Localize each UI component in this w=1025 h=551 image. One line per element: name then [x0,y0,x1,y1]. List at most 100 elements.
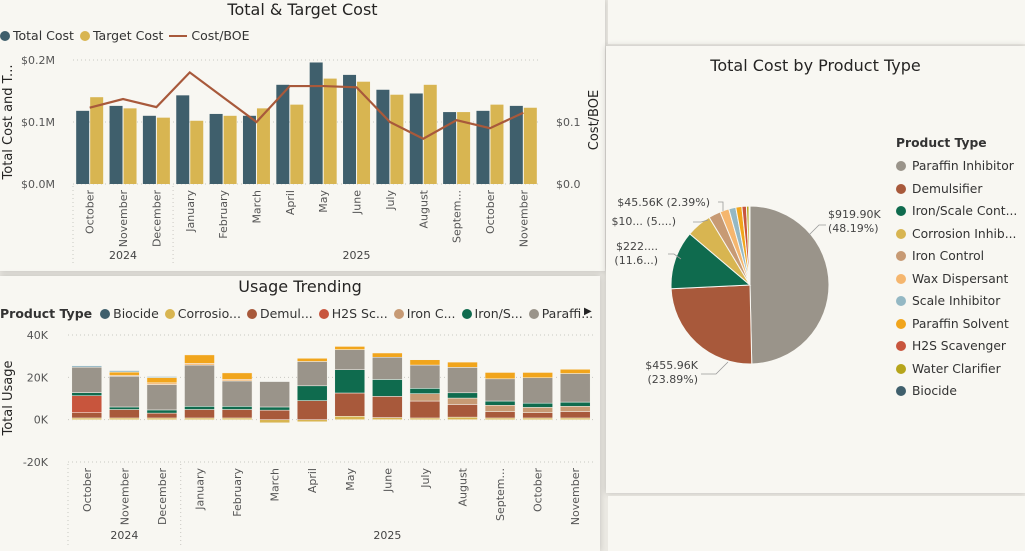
usage-bar-segment [221,409,253,419]
y-tick: 0K [34,414,49,427]
usage-bar-segment [484,405,516,412]
cost-legend-item[interactable]: Total Cost [0,28,74,43]
usage-bar-segment [559,411,591,419]
year-label: 2025 [343,249,371,262]
legend-label: Target Cost [92,28,164,43]
usage-bar-segment [484,411,516,419]
usage-bar-segment [296,385,328,401]
legend-dot-icon [896,363,906,374]
cost-legend-item[interactable]: Cost/BOE [169,28,250,43]
usage-bar-segment [334,416,366,420]
pie-legend-title: Product Type [896,136,987,150]
target-cost-bar [390,94,404,184]
x-tick-label: April [284,190,297,215]
pie-legend-item[interactable]: Biocide [896,380,1017,403]
usage-bar-segment [484,372,516,380]
target-cost-bar [523,107,537,184]
usage-bar-segment [447,367,478,394]
usage-legend-item[interactable]: Demul... [246,306,313,321]
pie-legend-item[interactable]: Iron Control [896,245,1017,268]
y-left-axis-title: Total Cost and T... [1,65,16,181]
usage-bar-segment [146,382,178,385]
legend-label: Iron/S... [474,306,523,321]
usage-bar-segment [109,409,140,419]
x-tick-label: February [231,468,244,517]
pie-legend-item[interactable]: Paraffin Inhibitor [896,155,1017,178]
usage-bar-segment [372,356,403,380]
pie-slice [670,284,753,365]
pie-legend-item[interactable]: Wax Dispersant [896,268,1017,291]
total-cost-bar [376,89,390,184]
x-tick-label: October [81,468,94,512]
x-tick-label: January [194,468,207,511]
x-tick-label: Septem... [494,468,507,521]
leader-line [808,224,826,236]
usage-bar-segment [296,419,328,423]
usage-bar-segment [447,404,478,418]
usage-bar-segment [146,384,178,411]
y-right-tick: $0.1 [556,116,581,129]
cost-per-boe-line [89,70,524,140]
usage-legend-item[interactable]: Iron C... [393,306,456,321]
target-cost-bar [90,97,104,184]
x-tick-label: May [344,468,357,491]
usage-bar-segment [409,400,441,419]
usage-legend-item[interactable]: Biocide [100,306,159,321]
legend-label: Corrosio... [177,306,241,321]
usage-bar-segment [559,401,591,407]
pie-legend-item[interactable]: Paraffin Solvent [896,313,1017,336]
x-tick-label: October [484,190,497,234]
usage-legend-item[interactable]: H2S Sc... [318,306,388,321]
legend-scroll-arrow[interactable]: ▶ [584,306,592,317]
total-cost-bar [509,105,523,184]
pie-legend-item[interactable]: Iron/Scale Cont... [896,200,1017,223]
usage-bar-segment [71,395,103,413]
x-tick-label: March [250,190,263,224]
total-cost-bar [76,110,90,184]
usage-bar-segment [559,369,591,374]
legend-dot-icon [896,251,906,262]
usage-bar-segment [447,397,478,405]
usage-bar-segment [334,369,366,394]
pie-legend-item[interactable]: Demulsifier [896,178,1017,201]
usage-legend-item[interactable]: Iron/S... [461,306,523,321]
x-tick-label: October [84,190,97,234]
usage-bar-segment [372,417,403,420]
legend-dot-icon [896,183,906,194]
legend-dot-icon [100,308,111,319]
x-tick-label: November [569,468,582,526]
legend-label: Iron C... [406,306,456,321]
x-tick-label: July [384,190,397,211]
x-tick-label: October [532,468,545,512]
usage-bar-segment [259,419,290,424]
pie-legend-item[interactable]: Water Clarifier [896,358,1017,381]
legend-dot-icon [896,341,906,352]
target-cost-bar [123,108,137,184]
legend-label: Scale Inhibitor [912,294,1001,309]
leader-line [668,253,682,260]
pie-legend-item[interactable]: H2S Scavenger [896,335,1017,358]
usage-bar-segment [109,370,140,373]
x-tick-label: December [156,468,169,526]
cost-legend-item[interactable]: Target Cost [79,28,164,43]
pie-data-label: $10... (5....) [611,215,676,228]
usage-legend-item[interactable]: Paraffi... [528,306,593,321]
usage-bar-segment [296,358,328,362]
usage-bar-segment [522,377,553,404]
usage-bar-segment [109,417,140,420]
legend-dot-icon [896,318,906,329]
pie-legend-item[interactable]: Corrosion Inhib... [896,223,1017,246]
usage-legend-item[interactable]: Corrosio... [164,306,241,321]
usage-bar-segment [259,381,290,408]
pie-slice [748,205,751,286]
usage-bar-segment [409,388,441,394]
cost-chart-legend: Total Cost Target Cost Cost/BOE [0,28,256,43]
x-tick-label: August [457,467,470,506]
top-right-blank-card [608,0,1025,44]
pie-legend-item[interactable]: Scale Inhibitor [896,290,1017,313]
target-cost-bar [357,81,371,184]
usage-bar-segment [334,392,366,417]
usage-bar-segment [221,378,253,382]
legend-label: Corrosion Inhib... [912,226,1017,241]
legend-dot-icon [896,273,906,284]
